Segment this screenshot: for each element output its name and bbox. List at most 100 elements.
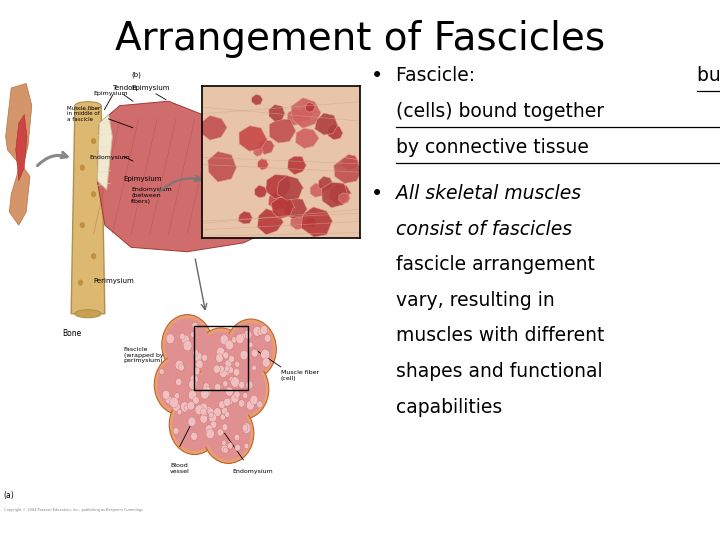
Circle shape [261, 349, 269, 360]
Circle shape [192, 322, 197, 329]
Text: muscles with different: muscles with different [396, 327, 604, 346]
Circle shape [242, 424, 248, 431]
Circle shape [179, 333, 185, 340]
Circle shape [206, 391, 211, 397]
Polygon shape [97, 101, 292, 252]
Circle shape [228, 367, 233, 373]
Circle shape [195, 328, 246, 388]
Circle shape [206, 407, 251, 460]
Polygon shape [269, 191, 288, 210]
Circle shape [260, 326, 268, 335]
Text: Epimysium: Epimysium [94, 91, 128, 96]
Text: capabilities: capabilities [396, 398, 503, 417]
Text: Muscle fiber
in middle of
a fascicle: Muscle fiber in middle of a fascicle [68, 105, 101, 122]
Circle shape [188, 417, 196, 427]
Circle shape [190, 332, 195, 338]
Circle shape [193, 396, 199, 404]
Polygon shape [288, 156, 307, 174]
Circle shape [242, 423, 251, 434]
Ellipse shape [75, 310, 101, 318]
Polygon shape [290, 214, 307, 230]
Polygon shape [328, 125, 343, 140]
Circle shape [220, 335, 228, 345]
Circle shape [174, 393, 179, 399]
Circle shape [210, 421, 217, 428]
Circle shape [220, 368, 228, 377]
Polygon shape [322, 183, 348, 208]
Circle shape [235, 361, 240, 367]
Polygon shape [305, 217, 317, 227]
Circle shape [173, 428, 179, 434]
Text: (cells) bound together: (cells) bound together [396, 102, 604, 121]
Polygon shape [200, 116, 228, 140]
Circle shape [225, 319, 276, 379]
Circle shape [229, 376, 234, 382]
Text: Copyright © 2004 Pearson Education, Inc., publishing as Benjamin Cummings: Copyright © 2004 Pearson Education, Inc.… [4, 508, 143, 512]
Circle shape [225, 340, 233, 350]
Circle shape [217, 429, 223, 436]
Circle shape [205, 425, 212, 434]
Circle shape [221, 362, 266, 416]
Text: Perimysium: Perimysium [262, 155, 299, 160]
Text: vary, resulting in: vary, resulting in [396, 291, 554, 310]
Polygon shape [287, 109, 305, 125]
Circle shape [236, 334, 244, 343]
Polygon shape [296, 128, 319, 148]
Text: Tendon: Tendon [112, 85, 138, 91]
Circle shape [258, 329, 264, 335]
Circle shape [209, 412, 214, 418]
Circle shape [192, 349, 198, 356]
Text: Epimysium: Epimysium [124, 176, 162, 182]
Polygon shape [329, 184, 351, 204]
Circle shape [80, 165, 85, 171]
Circle shape [206, 429, 215, 438]
Polygon shape [315, 113, 338, 135]
Polygon shape [253, 146, 264, 157]
Circle shape [221, 445, 228, 453]
Circle shape [256, 401, 263, 408]
Polygon shape [239, 126, 268, 151]
Circle shape [234, 434, 240, 441]
Circle shape [190, 375, 198, 384]
Polygon shape [271, 198, 294, 219]
Circle shape [169, 397, 179, 408]
Bar [194, 326, 248, 390]
Circle shape [225, 387, 233, 396]
Circle shape [253, 326, 261, 336]
Circle shape [179, 364, 184, 371]
Circle shape [223, 352, 229, 359]
Circle shape [201, 389, 209, 399]
Circle shape [181, 335, 189, 345]
Polygon shape [252, 94, 263, 105]
Circle shape [222, 381, 228, 387]
Circle shape [246, 381, 253, 389]
Polygon shape [269, 119, 296, 143]
Circle shape [91, 253, 96, 259]
Circle shape [227, 398, 233, 405]
Circle shape [203, 383, 210, 390]
Circle shape [91, 191, 96, 197]
Circle shape [218, 359, 269, 419]
Circle shape [225, 360, 232, 368]
Polygon shape [238, 212, 253, 224]
Circle shape [262, 358, 270, 367]
Polygon shape [300, 109, 312, 121]
Circle shape [223, 447, 228, 453]
Circle shape [177, 409, 181, 415]
Circle shape [228, 355, 235, 362]
Circle shape [215, 354, 223, 362]
Circle shape [231, 394, 239, 403]
Circle shape [162, 390, 170, 399]
Circle shape [252, 365, 256, 370]
Circle shape [218, 366, 224, 373]
Circle shape [169, 394, 220, 455]
Polygon shape [277, 176, 304, 200]
Polygon shape [266, 175, 291, 199]
Polygon shape [291, 98, 321, 129]
Circle shape [244, 424, 248, 429]
Circle shape [165, 395, 172, 403]
Polygon shape [310, 183, 325, 197]
Circle shape [231, 337, 237, 343]
Circle shape [159, 369, 164, 375]
Polygon shape [9, 163, 30, 225]
